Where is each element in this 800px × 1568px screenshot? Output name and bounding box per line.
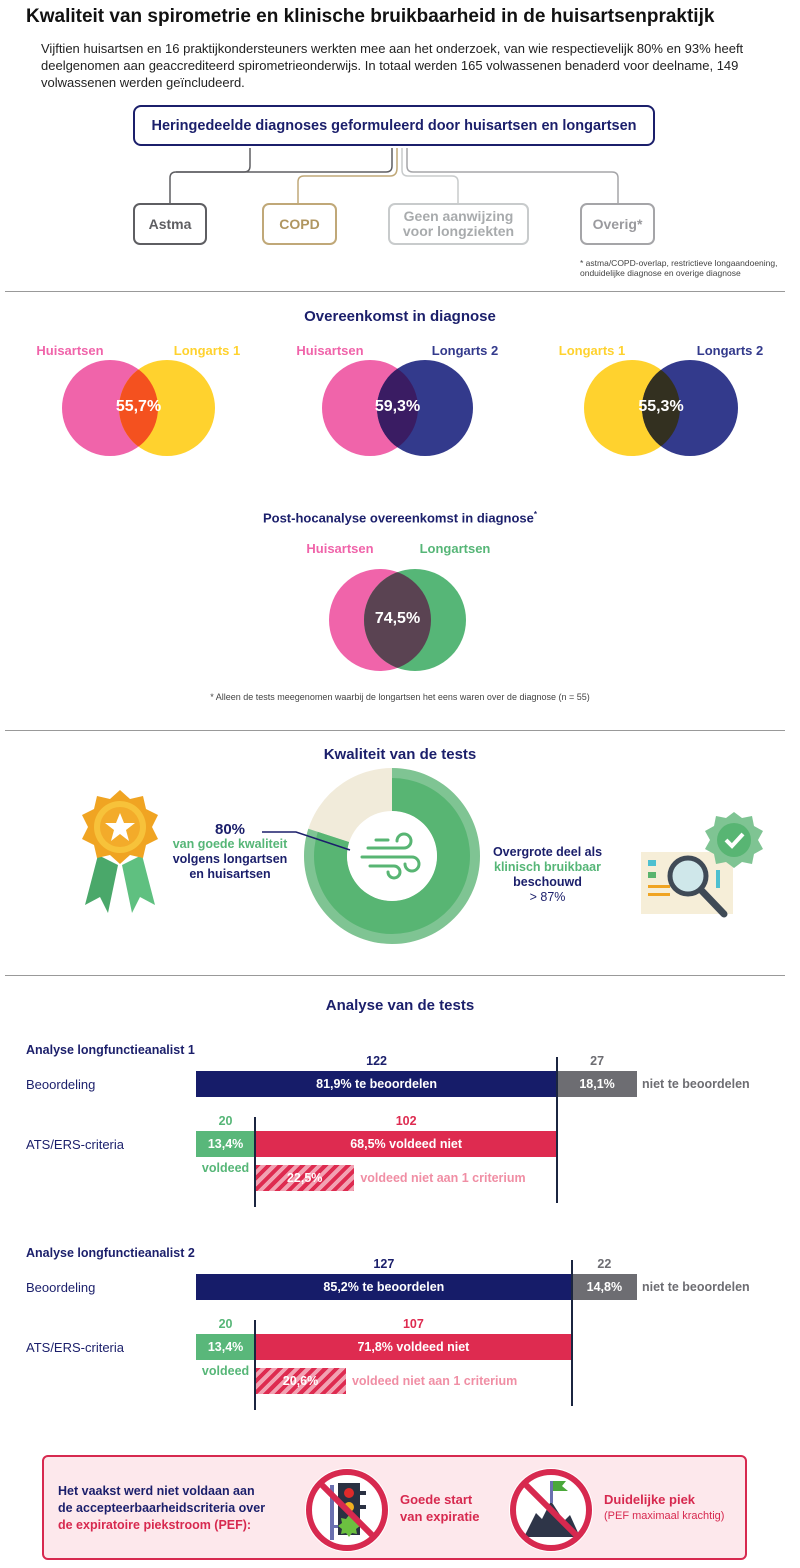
posthoc-mark: * [533, 510, 538, 519]
pef-item2-line1: Duidelijke piek [604, 1492, 696, 1507]
not-assess-count: 22 [597, 1257, 612, 1271]
venn-overlap [642, 360, 680, 456]
met-label: voldeed [201, 1161, 250, 1175]
usable-text-3: beschouwd [513, 875, 582, 889]
not-assess-label: niet te beoordelen [642, 1280, 750, 1294]
fail-count: 107 [402, 1317, 424, 1331]
venn-right-label: Longarts 2 [696, 343, 764, 358]
analyst-header: Analyse longfunctieanalist 2 [26, 1246, 195, 1260]
divider [5, 730, 785, 731]
met-count: 20 [218, 1114, 233, 1128]
category-copd: COPD [262, 203, 337, 245]
fail-bar: 68,5% voldeed niet [255, 1131, 558, 1157]
pef-text-2: de accepteerbaarheidscriteria over [58, 1501, 266, 1515]
divider [5, 291, 785, 292]
venn-left-label: Huisartsen [306, 541, 374, 556]
venn-left-label: Huisartsen [36, 343, 104, 358]
pef-text-3: de expiratoire piekstroom (PEF): [58, 1518, 252, 1532]
venn-overlap-value: 55,7% [115, 398, 162, 415]
one-criterion-label: voldeed niet aan 1 criterium [351, 1374, 518, 1388]
usable-text-2: klinisch bruikbaar [494, 860, 601, 874]
usable-text-4: > 87% [529, 890, 566, 904]
met-bar: 13,4% [196, 1131, 256, 1157]
pef-panel: Het vaakst werd niet voldaan aan de acce… [42, 1455, 747, 1560]
met-count: 20 [218, 1317, 233, 1331]
venn-overlap-value: 55,3% [638, 398, 684, 415]
diagnoses-header: Heringedeelde diagnoses geformuleerd doo… [133, 105, 655, 146]
analyst-header: Analyse longfunctieanalist 1 [26, 1043, 195, 1057]
venn-overlap [364, 569, 431, 671]
venn-right-label: Longartsen [419, 541, 491, 556]
posthoc-title-text: Post-hocanalyse overeenkomst in diagnose [262, 510, 534, 526]
met-bar: 13,4% [196, 1334, 256, 1360]
analysis-title: Analyse van de tests [325, 997, 475, 1014]
not-assess-bar: 14,8% [571, 1274, 637, 1300]
not-assess-label: niet te beoordelen [642, 1077, 750, 1091]
intro-text: Vijftien huisartsen en 16 praktijkonders… [41, 41, 744, 90]
venn-diagram [584, 360, 738, 456]
venn-overlap-value: 59,3% [374, 398, 421, 415]
quality-text-2: volgens longartsen [172, 852, 288, 866]
posthoc-title: Post-hocanalyse overeenkomst in diagnose… [0, 510, 800, 525]
donut-good-quality-inner [314, 778, 471, 934]
document-magnifier-check-icon [641, 812, 763, 918]
agreement-title: Overeenkomst in diagnose [304, 308, 496, 325]
pef-item1-line1: Goede start [400, 1492, 473, 1507]
diagnosis-connectors [169, 148, 619, 203]
venn-diagram [322, 360, 473, 456]
assess-count: 122 [366, 1054, 388, 1068]
divider-line [570, 1260, 573, 1406]
met-label: voldeed [201, 1364, 250, 1378]
venn-overlap [377, 360, 418, 456]
one-criterion-label: voldeed niet aan 1 criterium [360, 1171, 526, 1185]
agreement-footnote: * Alleen de tests meegenomen waarbij de … [210, 692, 590, 702]
award-medal-icon [82, 790, 158, 913]
no-traffic-light-icon [305, 1468, 389, 1552]
assess-bar: 81,9% te beoordelen [196, 1071, 558, 1097]
row-label-ats-ers: ATS/ERS-criteria [26, 1340, 124, 1355]
venn-right-label: Longarts 2 [431, 343, 499, 358]
venn-overlap-value: 74,5% [374, 610, 421, 627]
not-assess-bar: 18,1% [557, 1071, 637, 1097]
quality-percent: 80% [214, 821, 246, 838]
venn-diagram [329, 569, 466, 671]
page-title: Kwaliteit van spirometrie en klinische b… [26, 6, 715, 27]
pef-item2-line2: (PEF maximaal krachtig) [604, 1510, 725, 1522]
assess-count: 127 [373, 1257, 395, 1271]
venn-overlap [119, 360, 158, 456]
divider-line [556, 1057, 559, 1203]
wind-icon [360, 832, 421, 880]
divider-line [254, 1117, 257, 1207]
venn-diagram [62, 360, 215, 456]
quality-text-1: van goede kwaliteit [172, 837, 288, 851]
pef-item1-line2: van expiratie [400, 1509, 480, 1524]
assess-bar: 85,2% te beoordelen [196, 1274, 572, 1300]
category-overig: Overig* [580, 203, 655, 245]
category-geen-aanwijzing: Geen aanwijzing voor longziekten [388, 203, 529, 245]
category-astma: Astma [133, 203, 207, 245]
fail-bar: 71,8% voldeed niet [255, 1334, 572, 1360]
one-criterion-bar: 20,6% [255, 1368, 346, 1394]
row-label-beoordeling: Beoordeling [26, 1280, 96, 1295]
not-assess-count: 27 [590, 1054, 605, 1068]
diagnoses-footnote: * astma/COPD-overlap, restrictieve longa… [580, 258, 778, 278]
one-criterion-bar: 22,5% [255, 1165, 355, 1191]
venn-left-label: Huisartsen [296, 343, 364, 358]
quality-title: Kwaliteit van de tests [323, 746, 477, 763]
row-label-ats-ers: ATS/ERS-criteria [26, 1137, 124, 1152]
quality-donut [304, 768, 480, 944]
fail-count: 102 [395, 1114, 417, 1128]
venn-right-label: Longarts 1 [173, 343, 241, 358]
divider [5, 975, 785, 976]
venn-left-label: Longarts 1 [558, 343, 626, 358]
row-label-beoordeling: Beoordeling [26, 1077, 96, 1092]
quality-text-3: en huisartsen [189, 867, 271, 881]
divider-line [254, 1320, 257, 1410]
pef-text-1: Het vaakst werd niet voldaan aan [58, 1484, 255, 1498]
usable-text-1: Overgrote deel als [492, 845, 603, 859]
no-peak-flag-icon [509, 1468, 593, 1552]
